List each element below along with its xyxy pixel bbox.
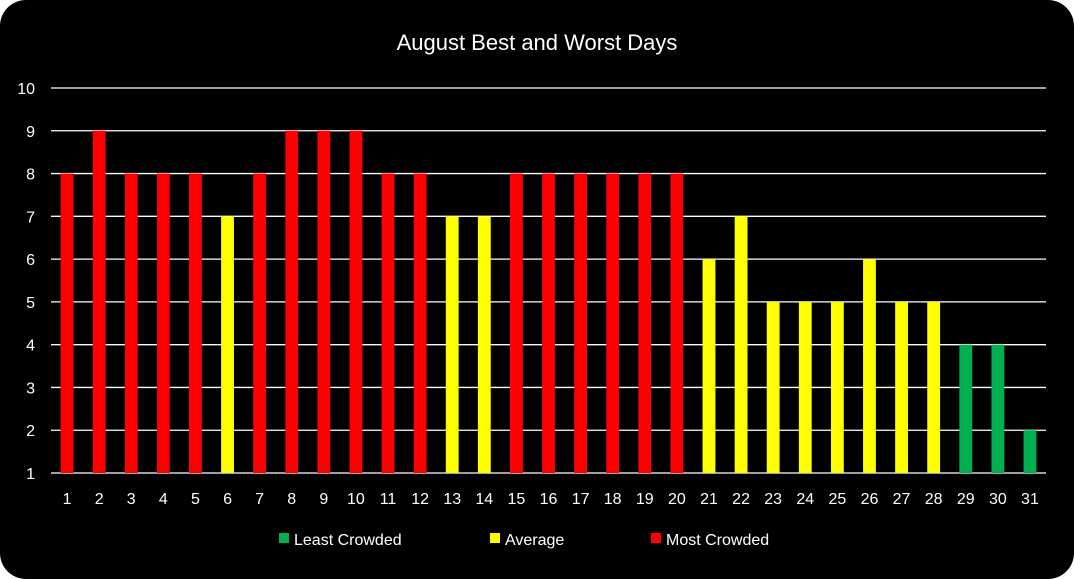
legend: Least Crowded Average Most Crowded: [279, 532, 769, 549]
y-tick-label: 10: [17, 81, 35, 98]
x-tick-label: 28: [925, 491, 943, 508]
bar-day-6: [221, 216, 234, 474]
bar-day-11: [381, 173, 395, 474]
x-tick-label: 17: [572, 491, 590, 508]
bar-day-17: [574, 173, 588, 474]
x-tick-label: 19: [636, 491, 654, 508]
y-tick-label: 2: [26, 423, 35, 440]
legend-swatch: [490, 533, 500, 543]
y-tick-label: 4: [26, 338, 35, 355]
x-tick-label: 13: [443, 491, 461, 508]
bar-day-4: [156, 173, 170, 474]
legend-label: Least Crowded: [294, 532, 402, 549]
bar-day-16: [542, 173, 555, 474]
legend-swatch: [279, 533, 289, 543]
x-tick-label: 27: [893, 491, 911, 508]
x-tick-label: 21: [700, 491, 718, 508]
x-tick-label: 31: [1021, 491, 1039, 508]
bar-day-27: [895, 301, 908, 473]
x-tick-label: 15: [508, 491, 526, 508]
x-axis-ticks: 1 2 3 4 5 6 7 8 9 10 11 12 13 14 15 16 17 18 19 20 21 22 23 24 2…: [63, 491, 1039, 508]
y-tick-label: 6: [26, 252, 35, 269]
x-tick-label: 1: [63, 491, 72, 508]
x-tick-label: 24: [796, 491, 814, 508]
x-tick-label: 9: [319, 491, 328, 508]
bar-day-3: [124, 173, 138, 474]
bar-day-23: [766, 301, 780, 473]
bar-day-15: [509, 173, 523, 474]
y-tick-label: 3: [26, 380, 35, 397]
bar-day-31: [1023, 430, 1037, 473]
bar-day-7: [253, 173, 267, 474]
bar-day-18: [606, 173, 620, 474]
chart-title: August Best and Worst Days: [397, 30, 678, 55]
x-tick-label: 29: [957, 491, 975, 508]
bar-day-8: [285, 130, 299, 473]
bar-day-30: [991, 344, 1005, 473]
x-tick-label: 5: [191, 491, 200, 508]
x-tick-label: 16: [540, 491, 558, 508]
x-tick-label: 14: [475, 491, 493, 508]
x-tick-label: 12: [411, 491, 429, 508]
bar-day-21: [702, 259, 716, 473]
x-tick-label: 2: [95, 491, 104, 508]
x-tick-label: 6: [223, 491, 232, 508]
bar-day-29: [959, 344, 973, 473]
bar-day-12: [413, 173, 427, 474]
legend-label: Average: [505, 532, 564, 549]
x-tick-label: 25: [828, 491, 846, 508]
bar-day-28: [927, 301, 941, 473]
legend-label: Most Crowded: [666, 532, 769, 549]
bar-day-10: [349, 130, 363, 473]
x-tick-label: 18: [604, 491, 622, 508]
bar-day-13: [445, 216, 459, 474]
bar-day-26: [863, 259, 876, 473]
x-tick-label: 26: [861, 491, 879, 508]
x-tick-label: 4: [159, 491, 168, 508]
x-tick-label: 7: [255, 491, 264, 508]
legend-item-average: Average: [490, 532, 564, 549]
bar-day-25: [830, 301, 844, 473]
bar-day-22: [734, 216, 748, 474]
bars: [60, 130, 1037, 474]
bar-day-24: [798, 301, 812, 473]
y-axis-ticks: 1 2 3 4 5 6 7 8 9 10: [17, 81, 35, 483]
x-tick-label: 23: [764, 491, 782, 508]
y-tick-label: 9: [26, 124, 35, 141]
legend-item-most: Most Crowded: [651, 532, 769, 549]
y-tick-label: 1: [26, 466, 35, 483]
bar-day-19: [638, 173, 652, 474]
bar-day-1: [60, 173, 74, 474]
y-tick-label: 8: [26, 167, 35, 184]
legend-swatch: [651, 533, 661, 543]
bar-day-20: [670, 173, 684, 474]
x-tick-label: 20: [668, 491, 686, 508]
bar-day-5: [189, 173, 202, 474]
bar-day-2: [92, 130, 106, 473]
legend-item-least: Least Crowded: [279, 532, 402, 549]
x-tick-label: 8: [287, 491, 296, 508]
y-tick-label: 5: [26, 295, 35, 312]
x-tick-label: 11: [380, 491, 397, 508]
bar-day-9: [317, 130, 331, 473]
x-tick-label: 10: [347, 491, 365, 508]
y-tick-label: 7: [26, 209, 35, 226]
bar-day-14: [477, 216, 491, 474]
x-tick-label: 30: [989, 491, 1007, 508]
x-tick-label: 3: [127, 491, 136, 508]
x-tick-label: 22: [732, 491, 750, 508]
